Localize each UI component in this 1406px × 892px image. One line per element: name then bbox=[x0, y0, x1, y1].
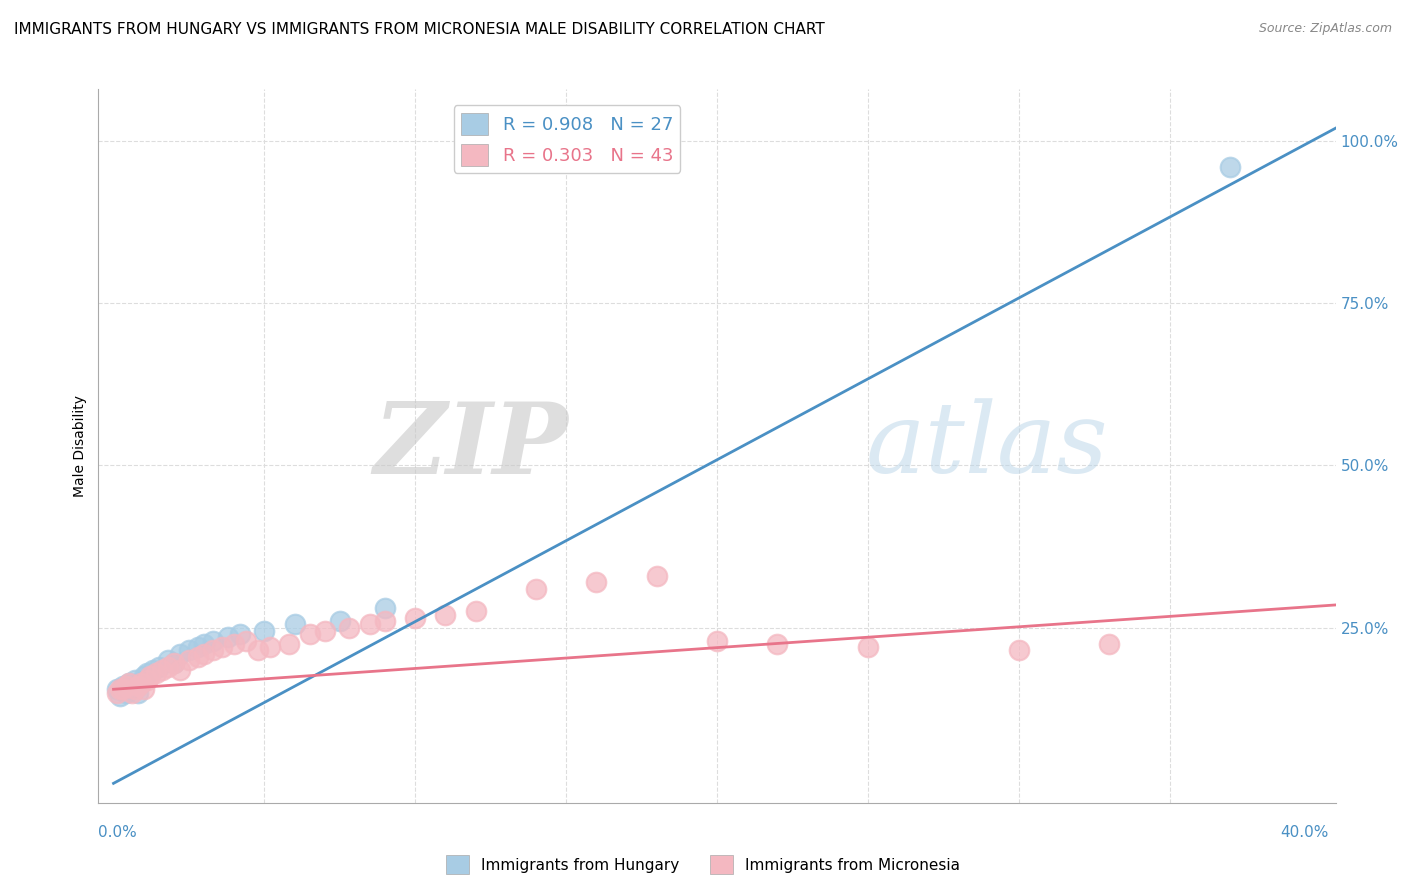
Point bbox=[156, 659, 179, 673]
Point bbox=[132, 682, 155, 697]
Point bbox=[108, 682, 131, 697]
Point bbox=[337, 621, 360, 635]
Point bbox=[217, 631, 239, 645]
Point bbox=[284, 617, 307, 632]
Point bbox=[187, 640, 209, 654]
Point bbox=[163, 657, 186, 671]
Point bbox=[298, 627, 321, 641]
Point bbox=[148, 659, 170, 673]
Text: 40.0%: 40.0% bbox=[1281, 825, 1329, 840]
Point bbox=[277, 637, 299, 651]
Point bbox=[127, 679, 149, 693]
Point bbox=[169, 663, 191, 677]
Point bbox=[253, 624, 276, 638]
Point bbox=[142, 663, 165, 677]
Point bbox=[138, 669, 160, 683]
Point bbox=[177, 643, 200, 657]
Point bbox=[108, 689, 131, 703]
Point bbox=[129, 675, 152, 690]
Point bbox=[706, 633, 728, 648]
Point bbox=[114, 685, 136, 699]
Point bbox=[645, 568, 668, 582]
Text: 0.0%: 0.0% bbox=[98, 825, 138, 840]
Point bbox=[156, 653, 179, 667]
Text: atlas: atlas bbox=[866, 399, 1108, 493]
Point bbox=[132, 669, 155, 683]
Text: IMMIGRANTS FROM HUNGARY VS IMMIGRANTS FROM MICRONESIA MALE DISABILITY CORRELATIO: IMMIGRANTS FROM HUNGARY VS IMMIGRANTS FR… bbox=[14, 22, 825, 37]
Point bbox=[464, 604, 486, 618]
Point bbox=[524, 582, 547, 596]
Point bbox=[374, 614, 396, 628]
Point bbox=[121, 682, 143, 697]
Point bbox=[117, 675, 139, 690]
Point bbox=[1098, 637, 1121, 651]
Point bbox=[111, 679, 134, 693]
Y-axis label: Male Disability: Male Disability bbox=[73, 395, 87, 497]
Point bbox=[404, 611, 426, 625]
Point bbox=[145, 666, 167, 681]
Point bbox=[117, 675, 139, 690]
Point bbox=[121, 685, 143, 699]
Point bbox=[259, 640, 281, 654]
Point bbox=[124, 682, 146, 697]
Point bbox=[434, 607, 457, 622]
Point bbox=[1219, 160, 1241, 174]
Point bbox=[229, 627, 252, 641]
Point bbox=[105, 682, 128, 697]
Point bbox=[187, 649, 209, 664]
Point bbox=[114, 679, 136, 693]
Point bbox=[129, 675, 152, 690]
Text: Source: ZipAtlas.com: Source: ZipAtlas.com bbox=[1258, 22, 1392, 36]
Point bbox=[135, 673, 157, 687]
Point bbox=[856, 640, 879, 654]
Point bbox=[193, 647, 215, 661]
Point bbox=[150, 663, 173, 677]
Point bbox=[585, 575, 607, 590]
Point bbox=[359, 617, 381, 632]
Point bbox=[247, 643, 270, 657]
Point bbox=[314, 624, 336, 638]
Point bbox=[329, 614, 352, 628]
Point bbox=[135, 666, 157, 681]
Point bbox=[127, 685, 149, 699]
Point bbox=[124, 673, 146, 687]
Point bbox=[374, 601, 396, 615]
Point bbox=[202, 643, 225, 657]
Point bbox=[163, 657, 186, 671]
Point bbox=[202, 633, 225, 648]
Text: ZIP: ZIP bbox=[374, 398, 568, 494]
Point bbox=[766, 637, 789, 651]
Legend: Immigrants from Hungary, Immigrants from Micronesia: Immigrants from Hungary, Immigrants from… bbox=[440, 849, 966, 880]
Legend: R = 0.908   N = 27, R = 0.303   N = 43: R = 0.908 N = 27, R = 0.303 N = 43 bbox=[454, 105, 681, 173]
Point bbox=[111, 682, 134, 697]
Point bbox=[1008, 643, 1031, 657]
Point bbox=[224, 637, 246, 651]
Point bbox=[177, 653, 200, 667]
Point bbox=[105, 685, 128, 699]
Point bbox=[235, 633, 257, 648]
Point bbox=[211, 640, 233, 654]
Point bbox=[193, 637, 215, 651]
Point bbox=[169, 647, 191, 661]
